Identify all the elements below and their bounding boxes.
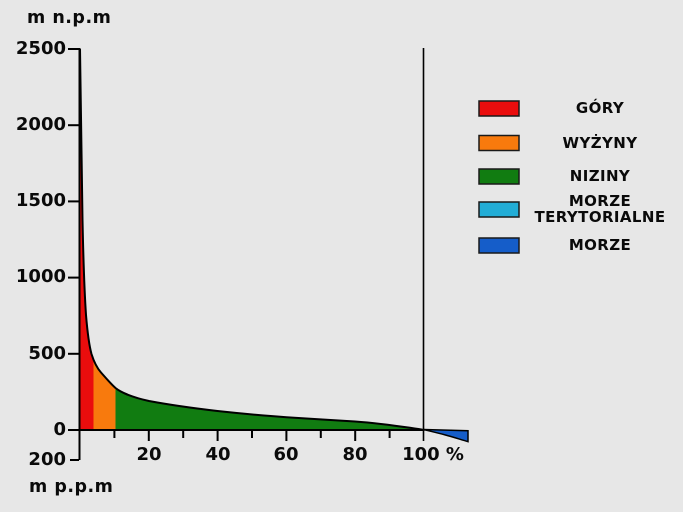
- y-axis-title-below-sea: m p.p.m: [29, 477, 114, 497]
- y-tick-label-0: 0: [53, 419, 66, 440]
- area-gory: [80, 49, 94, 430]
- legend-swatches: [478, 100, 520, 254]
- y-tick-label-1000: 1000: [15, 266, 66, 287]
- y-tick-label-1500: 1500: [15, 190, 66, 211]
- x-tick-label-60: 60: [273, 444, 299, 465]
- sea-wedge-outline: [423, 428, 469, 443]
- legend-swatch-morze: [478, 237, 520, 254]
- hypsographic-curve-line: [79, 48, 424, 431]
- legend-label-morze-terytorialne: MORZE TERYTORIALNE: [534, 192, 666, 226]
- legend-label-wyzyny: WYŻYNY: [562, 134, 638, 152]
- y-tick-label-500: 500: [28, 343, 66, 364]
- y-tick-label-2500: 2500: [15, 38, 66, 59]
- area-niziny: [115, 49, 424, 430]
- y-tick-label-minus200: 200: [28, 449, 66, 470]
- legend-swatch-gory: [478, 100, 520, 117]
- x-tick-label-80: 80: [342, 444, 368, 465]
- legend-label-niziny: NIZINY: [569, 167, 631, 185]
- area-wyzyny: [93, 49, 116, 430]
- x-axis-ticks: [113, 430, 391, 441]
- legend-label-gory: GÓRY: [575, 99, 625, 117]
- legend-swatch-morze-terytorialne: [478, 201, 520, 218]
- legend-swatch-niziny: [478, 168, 520, 185]
- legend-label-morze: MORZE: [568, 236, 632, 254]
- x-tick-label-100: 100 %: [402, 444, 464, 465]
- y-tick-label-2000: 2000: [15, 114, 66, 135]
- legend-swatch-wyzyny: [478, 134, 520, 152]
- y-axis-ticks: [68, 48, 79, 461]
- x-tick-label-40: 40: [205, 444, 231, 465]
- y-axis-title-above-sea: m n.p.m: [27, 8, 112, 28]
- x-tick-label-20: 20: [136, 444, 162, 465]
